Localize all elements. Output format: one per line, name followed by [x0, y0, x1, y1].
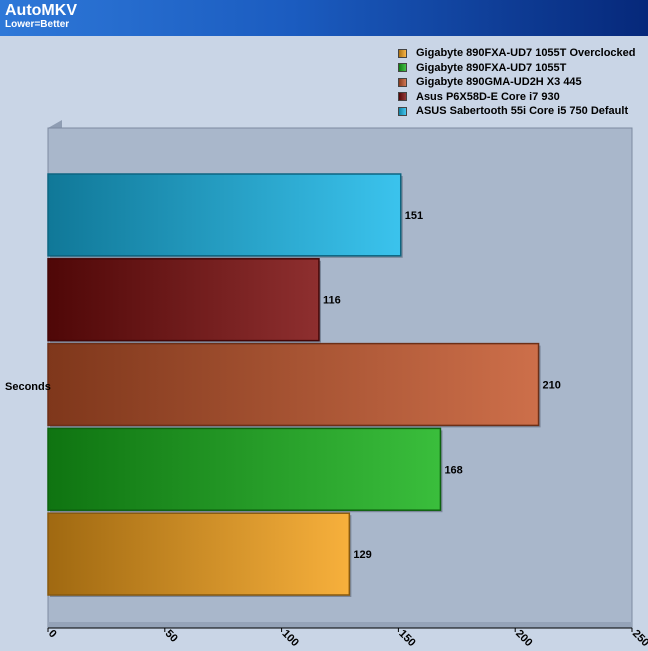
- legend-swatch: [398, 48, 407, 58]
- x-tick-label-250: 250: [630, 628, 648, 649]
- legend-item: Gigabyte 890FXA-UD7 1055T Overclocked: [398, 46, 635, 61]
- bar-value-label: 116: [323, 295, 341, 307]
- legend-item: ASUS Sabertooth 55i Core i5 750 Default: [398, 104, 635, 119]
- x-tick-label-200: 200: [513, 628, 534, 649]
- legend-swatch: [398, 92, 407, 102]
- legend-item: Asus P6X58D-E Core i7 930: [398, 90, 635, 105]
- bar: [47, 342, 540, 427]
- legend-label: Asus P6X58D-E Core i7 930: [416, 90, 560, 103]
- bar: [47, 258, 320, 342]
- chart-subtitle: Lower=Better: [5, 19, 70, 30]
- chart-title: AutoMKV: [5, 2, 77, 19]
- bar: [47, 427, 442, 511]
- x-tick-label-100: 100: [279, 628, 300, 649]
- bar-value-label: 210: [543, 380, 561, 392]
- chart-header: AutoMKV Lower=Better: [0, 0, 648, 36]
- x-tick-label-150: 150: [396, 628, 417, 649]
- legend-label: ASUS Sabertooth 55i Core i5 750 Default: [416, 105, 629, 118]
- chart-legend: Gigabyte 890FXA-UD7 1055T Overclocked Gig…: [398, 46, 635, 119]
- legend-item: Gigabyte 890FXA-UD7 1055T: [398, 61, 635, 76]
- bar-value-label: 168: [444, 464, 462, 476]
- bar-value-label: 151: [405, 210, 423, 222]
- legend-label: Gigabyte 890FXA-UD7 1055T Overclocked: [416, 47, 636, 60]
- category-label: Seconds: [5, 381, 51, 393]
- bar: [47, 173, 402, 257]
- legend-swatch: [398, 77, 407, 87]
- plot-floor: [48, 622, 632, 628]
- legend-item: Gigabyte 890GMA-UD2H X3 445: [398, 75, 635, 90]
- bar: [47, 512, 351, 596]
- legend-swatch: [398, 106, 407, 116]
- legend-label: Gigabyte 890FXA-UD7 1055T: [416, 61, 567, 74]
- bar-value-label: 129: [353, 549, 371, 561]
- legend-label: Gigabyte 890GMA-UD2H X3 445: [416, 76, 582, 89]
- legend-swatch: [398, 63, 407, 73]
